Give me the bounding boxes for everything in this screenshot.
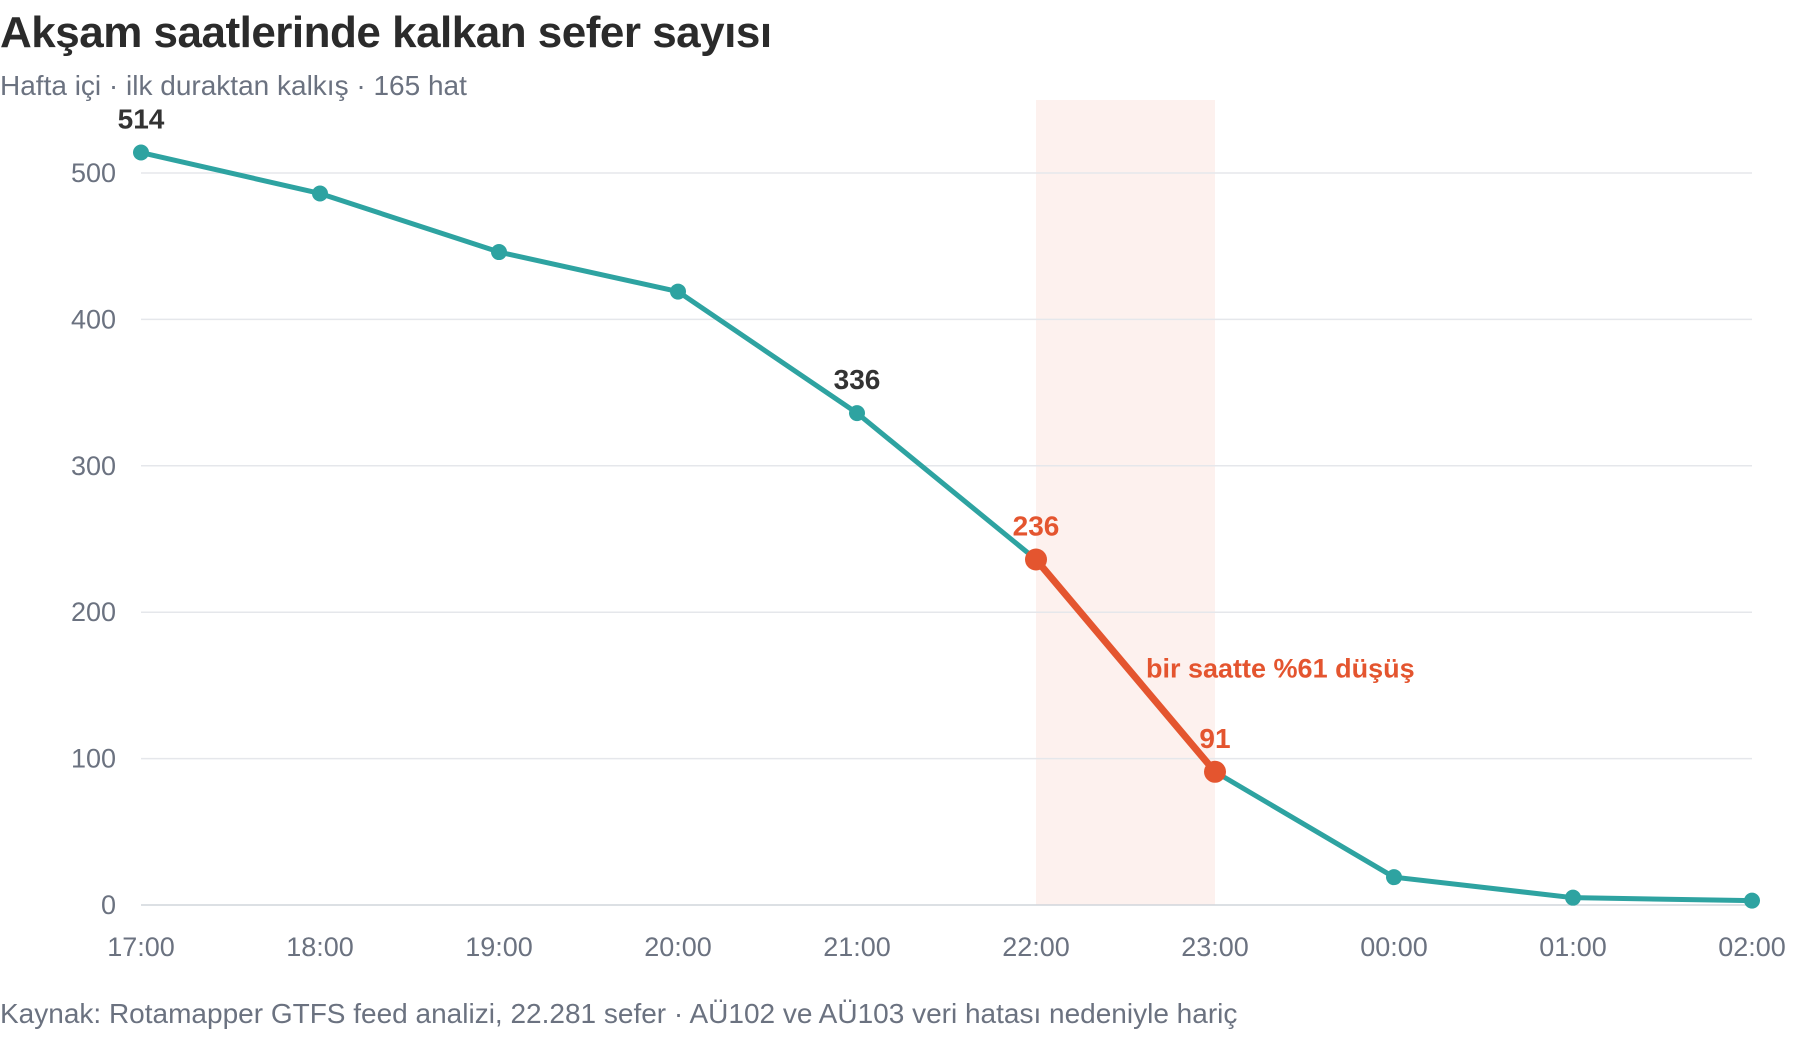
data-value-label: 514 xyxy=(118,104,165,135)
y-tick-label: 300 xyxy=(71,451,116,481)
data-point xyxy=(133,144,149,161)
drop-annotation: bir saatte %61 düşüş xyxy=(1146,654,1415,684)
x-tick-label: 19:00 xyxy=(465,932,533,962)
x-tick-label: 21:00 xyxy=(823,932,891,962)
chart-source-note: Kaynak: Rotamapper GTFS feed analizi, 22… xyxy=(0,998,1238,1029)
series-line-segment xyxy=(1391,874,1576,901)
y-tick-label: 0 xyxy=(101,890,116,920)
axis-layer: 0 100 200 300 400 500 17:00 18:00 19:00 20:00 21:0… xyxy=(71,158,1786,962)
series-line-layer xyxy=(138,150,1755,904)
y-tick-label: 500 xyxy=(71,158,116,188)
x-tick-label: 01:00 xyxy=(1539,932,1607,962)
highlight-line-segment xyxy=(1032,555,1219,776)
data-value-label: 236 xyxy=(1013,510,1060,541)
data-point xyxy=(1565,889,1581,906)
y-tick-label: 200 xyxy=(71,597,116,627)
series-line-segment xyxy=(138,150,323,196)
data-point xyxy=(849,405,865,422)
series-line-segment xyxy=(317,190,502,255)
highlight-band-layer xyxy=(1036,100,1215,905)
data-point xyxy=(1744,892,1760,909)
data-point xyxy=(1386,869,1402,886)
series-line-segment xyxy=(1570,895,1755,904)
chart-subtitle: Hafta içi · ilk duraktan kalkış · 165 ha… xyxy=(0,70,467,101)
series-line-segment xyxy=(854,410,1039,562)
x-tick-label: 17:00 xyxy=(107,932,175,962)
data-value-label: 336 xyxy=(834,364,881,395)
highlight-data-point xyxy=(1025,548,1047,571)
x-tick-label: 02:00 xyxy=(1718,932,1786,962)
x-tick-label: 22:00 xyxy=(1002,932,1070,962)
data-point xyxy=(670,283,686,300)
series-line-segment xyxy=(496,249,681,295)
highlight-data-point xyxy=(1204,760,1226,783)
chart-title: Akşam saatlerinde kalkan sefer sayısı xyxy=(0,8,772,57)
value-label-layer: 514 336 236 91 bir saatte %61 düşüş xyxy=(118,104,1415,754)
x-tick-label: 00:00 xyxy=(1360,932,1428,962)
data-point xyxy=(312,185,328,202)
series-line-segment xyxy=(675,289,860,416)
y-tick-label: 400 xyxy=(71,304,116,334)
x-tick-label: 18:00 xyxy=(286,932,354,962)
data-point xyxy=(491,244,507,261)
highlight-band xyxy=(1036,100,1215,905)
series-line-segment xyxy=(1212,769,1397,880)
x-tick-label: 23:00 xyxy=(1181,932,1249,962)
y-tick-label: 100 xyxy=(71,744,116,774)
data-value-label: 91 xyxy=(1199,723,1230,754)
data-point-layer xyxy=(133,144,1760,909)
grid-layer xyxy=(141,172,1752,760)
x-tick-label: 20:00 xyxy=(644,932,712,962)
